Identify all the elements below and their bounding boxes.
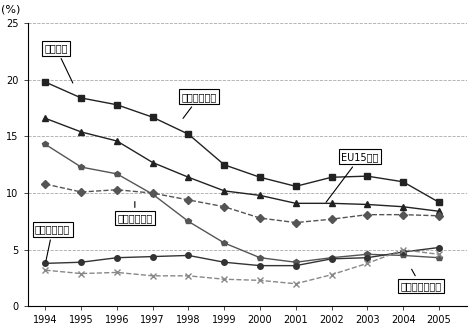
Text: アイルランド: アイルランド — [117, 202, 152, 223]
Text: スペイン: スペイン — [44, 43, 73, 83]
Text: EU15平均: EU15平均 — [326, 152, 379, 202]
Text: オーストリア: オーストリア — [35, 224, 70, 260]
Text: (%): (%) — [1, 5, 20, 15]
Text: ルクセンブルグ: ルクセンブルグ — [400, 269, 441, 291]
Text: フィンランド: フィンランド — [182, 92, 217, 118]
